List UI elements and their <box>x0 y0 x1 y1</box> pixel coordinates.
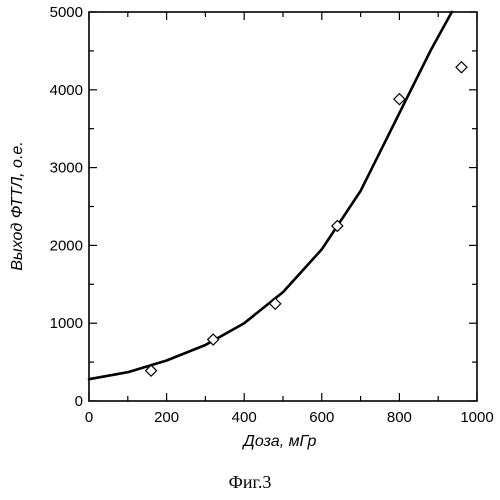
y-axis-title: Выход ФТТЛ, о.е. <box>9 141 26 270</box>
x-axis-title: Доза, мГр <box>242 433 317 450</box>
x-tick-label: 0 <box>85 409 93 426</box>
x-tick-label: 800 <box>387 409 412 426</box>
chart: 0 200 400 600 800 1000 0 1000 2000 3000 4000 5000 Д… <box>0 0 500 470</box>
data-point <box>456 62 467 73</box>
x-tick-label: 200 <box>154 409 179 426</box>
x-tick-label: 400 <box>232 409 257 426</box>
y-tick-label: 3000 <box>50 160 83 177</box>
y-tick-label: 5000 <box>50 4 83 21</box>
fit-curve <box>89 12 452 379</box>
y-tick-label: 1000 <box>50 315 83 332</box>
y-tick-label: 2000 <box>50 237 83 254</box>
figure-caption: Фиг.3 <box>0 472 500 493</box>
x-tick-label: 1000 <box>460 409 493 426</box>
y-tick-label: 4000 <box>50 82 83 99</box>
y-tick-label: 0 <box>75 393 83 410</box>
plot-frame <box>89 12 477 401</box>
x-tick-label: 600 <box>309 409 334 426</box>
